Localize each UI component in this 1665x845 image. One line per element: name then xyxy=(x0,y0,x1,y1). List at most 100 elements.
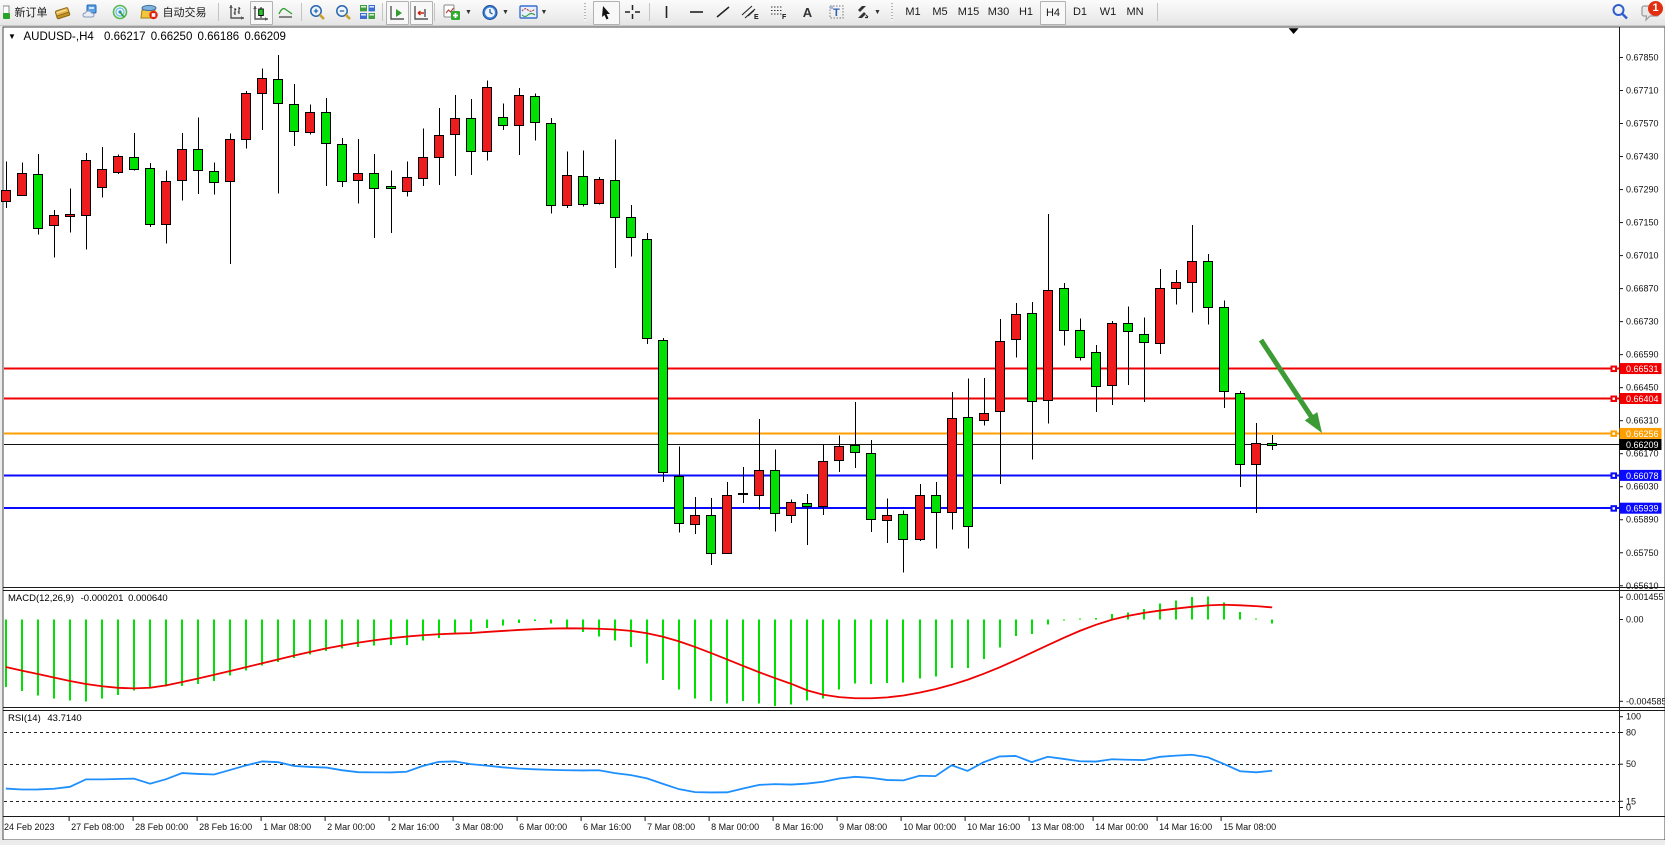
macd-scale-label: 0.001455 xyxy=(1626,592,1664,602)
macd-histogram-bar xyxy=(1031,619,1033,634)
candle-body-bear xyxy=(1075,330,1085,358)
candle-body-bear xyxy=(369,173,379,189)
vline-button[interactable] xyxy=(656,1,677,23)
search-button[interactable] xyxy=(1608,1,1632,23)
symbol-collapse-icon[interactable]: ▼ xyxy=(8,32,16,41)
macd-histogram-bar xyxy=(806,619,808,701)
trend-arrow-annotation[interactable] xyxy=(1258,338,1316,421)
macd-histogram-bar xyxy=(37,619,39,696)
zoom-in-button[interactable] xyxy=(306,1,327,23)
crosshair-button[interactable] xyxy=(622,1,643,23)
shift-marker-icon[interactable] xyxy=(1288,28,1299,34)
auto-scroll-icon xyxy=(389,5,406,21)
macd-histogram-bar xyxy=(438,619,440,638)
hline-button[interactable] xyxy=(686,1,707,23)
chat-button[interactable]: 1 xyxy=(1638,1,1665,23)
market-watch-button[interactable] xyxy=(52,1,74,23)
candle-chart-button[interactable] xyxy=(250,1,273,25)
fibonacci-button[interactable]: F xyxy=(768,1,789,23)
rsi-scale-label: 80 xyxy=(1626,728,1636,738)
signals-button[interactable] xyxy=(109,1,131,23)
price-tick-label: 0.66590 xyxy=(1626,350,1659,360)
macd-histogram-bar xyxy=(870,619,872,684)
candle xyxy=(530,93,540,141)
tf-mn-button[interactable]: MN xyxy=(1123,1,1147,23)
macd-histogram-bar xyxy=(518,619,520,623)
new-order-button[interactable]: 新订单 xyxy=(0,1,50,23)
bar-chart-button[interactable] xyxy=(227,1,248,23)
macd-histogram-bar xyxy=(1255,618,1257,620)
text-label-icon: T xyxy=(828,4,846,20)
time-tick-label: 10 Mar 16:00 xyxy=(967,822,1020,832)
hline-price-label xyxy=(1619,363,1662,375)
macd-histogram-bar xyxy=(390,619,392,645)
resistance-line-2-handle-dot xyxy=(1612,397,1615,401)
tf-m5-button[interactable]: M5 xyxy=(928,1,952,23)
macd-histogram-bar xyxy=(69,619,71,701)
support-line-2-handle-dot xyxy=(1612,507,1615,510)
auto-trading-button[interactable]: 自动交易 xyxy=(136,1,210,23)
candle-body-bull xyxy=(1043,290,1053,401)
candle-body-bear xyxy=(386,186,396,189)
candle-body-bear xyxy=(963,417,973,527)
candle-body-bull xyxy=(97,169,107,188)
candle xyxy=(979,377,989,426)
toolbar-drag-handle[interactable] xyxy=(890,3,895,21)
tf-h4-button[interactable]: H4 xyxy=(1040,1,1066,25)
hline-price-label xyxy=(1619,427,1662,439)
svg-text:T: T xyxy=(833,7,840,19)
candle-body-bear xyxy=(1267,443,1277,446)
macd-histogram-bar xyxy=(229,619,231,676)
tf-m1-button[interactable]: M1 xyxy=(901,1,925,23)
auto-scroll-button[interactable] xyxy=(386,1,409,25)
cursor-button[interactable] xyxy=(593,1,620,25)
terminal-button[interactable] xyxy=(80,1,102,23)
candle xyxy=(642,232,652,345)
candle-body-bull xyxy=(402,177,412,192)
tf-w1-button[interactable]: W1 xyxy=(1096,1,1120,23)
indicators-button[interactable]: ▼ xyxy=(440,1,474,23)
toolbar-drag-handle[interactable] xyxy=(583,3,588,21)
candle xyxy=(418,128,428,186)
candle-body-bull xyxy=(225,139,235,182)
time-tick-label: 7 Mar 08:00 xyxy=(647,822,695,832)
periods-button[interactable]: ▼ xyxy=(478,1,512,23)
price-tick-label: 0.66170 xyxy=(1626,449,1659,459)
candle xyxy=(1011,302,1021,358)
line-chart-button[interactable] xyxy=(275,1,296,23)
text-label-button[interactable]: T xyxy=(826,1,847,23)
candle-body-bear xyxy=(289,104,299,132)
gold-book-icon xyxy=(54,4,72,20)
tf-h1-button[interactable]: H1 xyxy=(1014,1,1038,23)
candle xyxy=(915,483,925,542)
chart-shift-button[interactable] xyxy=(410,1,433,25)
candle-body-bull xyxy=(1,190,11,202)
channel-button[interactable]: E xyxy=(740,1,761,23)
text-button[interactable]: A xyxy=(797,1,818,23)
toolbar-label: D1 xyxy=(1072,6,1088,18)
line-chart-icon xyxy=(277,4,294,20)
candle xyxy=(209,162,219,195)
macd-name: MACD(12,26,9) xyxy=(8,593,74,604)
trendline-button[interactable] xyxy=(713,1,734,23)
candle-body-bear xyxy=(738,493,748,495)
templates-button[interactable]: ▼ xyxy=(516,1,550,23)
tf-m15-button[interactable]: M15 xyxy=(955,1,982,23)
macd-histogram-bar xyxy=(1223,602,1225,620)
price-tick-label: 0.67570 xyxy=(1626,119,1659,129)
candle-body-bull xyxy=(562,175,572,206)
bar-open-value: 0.66217 xyxy=(103,31,146,43)
candle-body-bear xyxy=(898,514,908,540)
arrows-button[interactable]: ▼ xyxy=(851,1,883,23)
tf-d1-button[interactable]: D1 xyxy=(1068,1,1092,23)
zoom-out-button[interactable] xyxy=(332,1,353,23)
candle-body-bear xyxy=(193,149,203,171)
candle-body-bull xyxy=(514,95,524,126)
tf-m30-button[interactable]: M30 xyxy=(985,1,1012,23)
tile-windows-button[interactable] xyxy=(357,1,378,23)
hline-price-label-text: 0.66531 xyxy=(1626,364,1659,374)
candle xyxy=(690,497,700,534)
time-tick-label: 2 Mar 16:00 xyxy=(391,822,439,832)
clock-icon xyxy=(481,4,499,21)
candle-body-bull xyxy=(1011,314,1021,340)
